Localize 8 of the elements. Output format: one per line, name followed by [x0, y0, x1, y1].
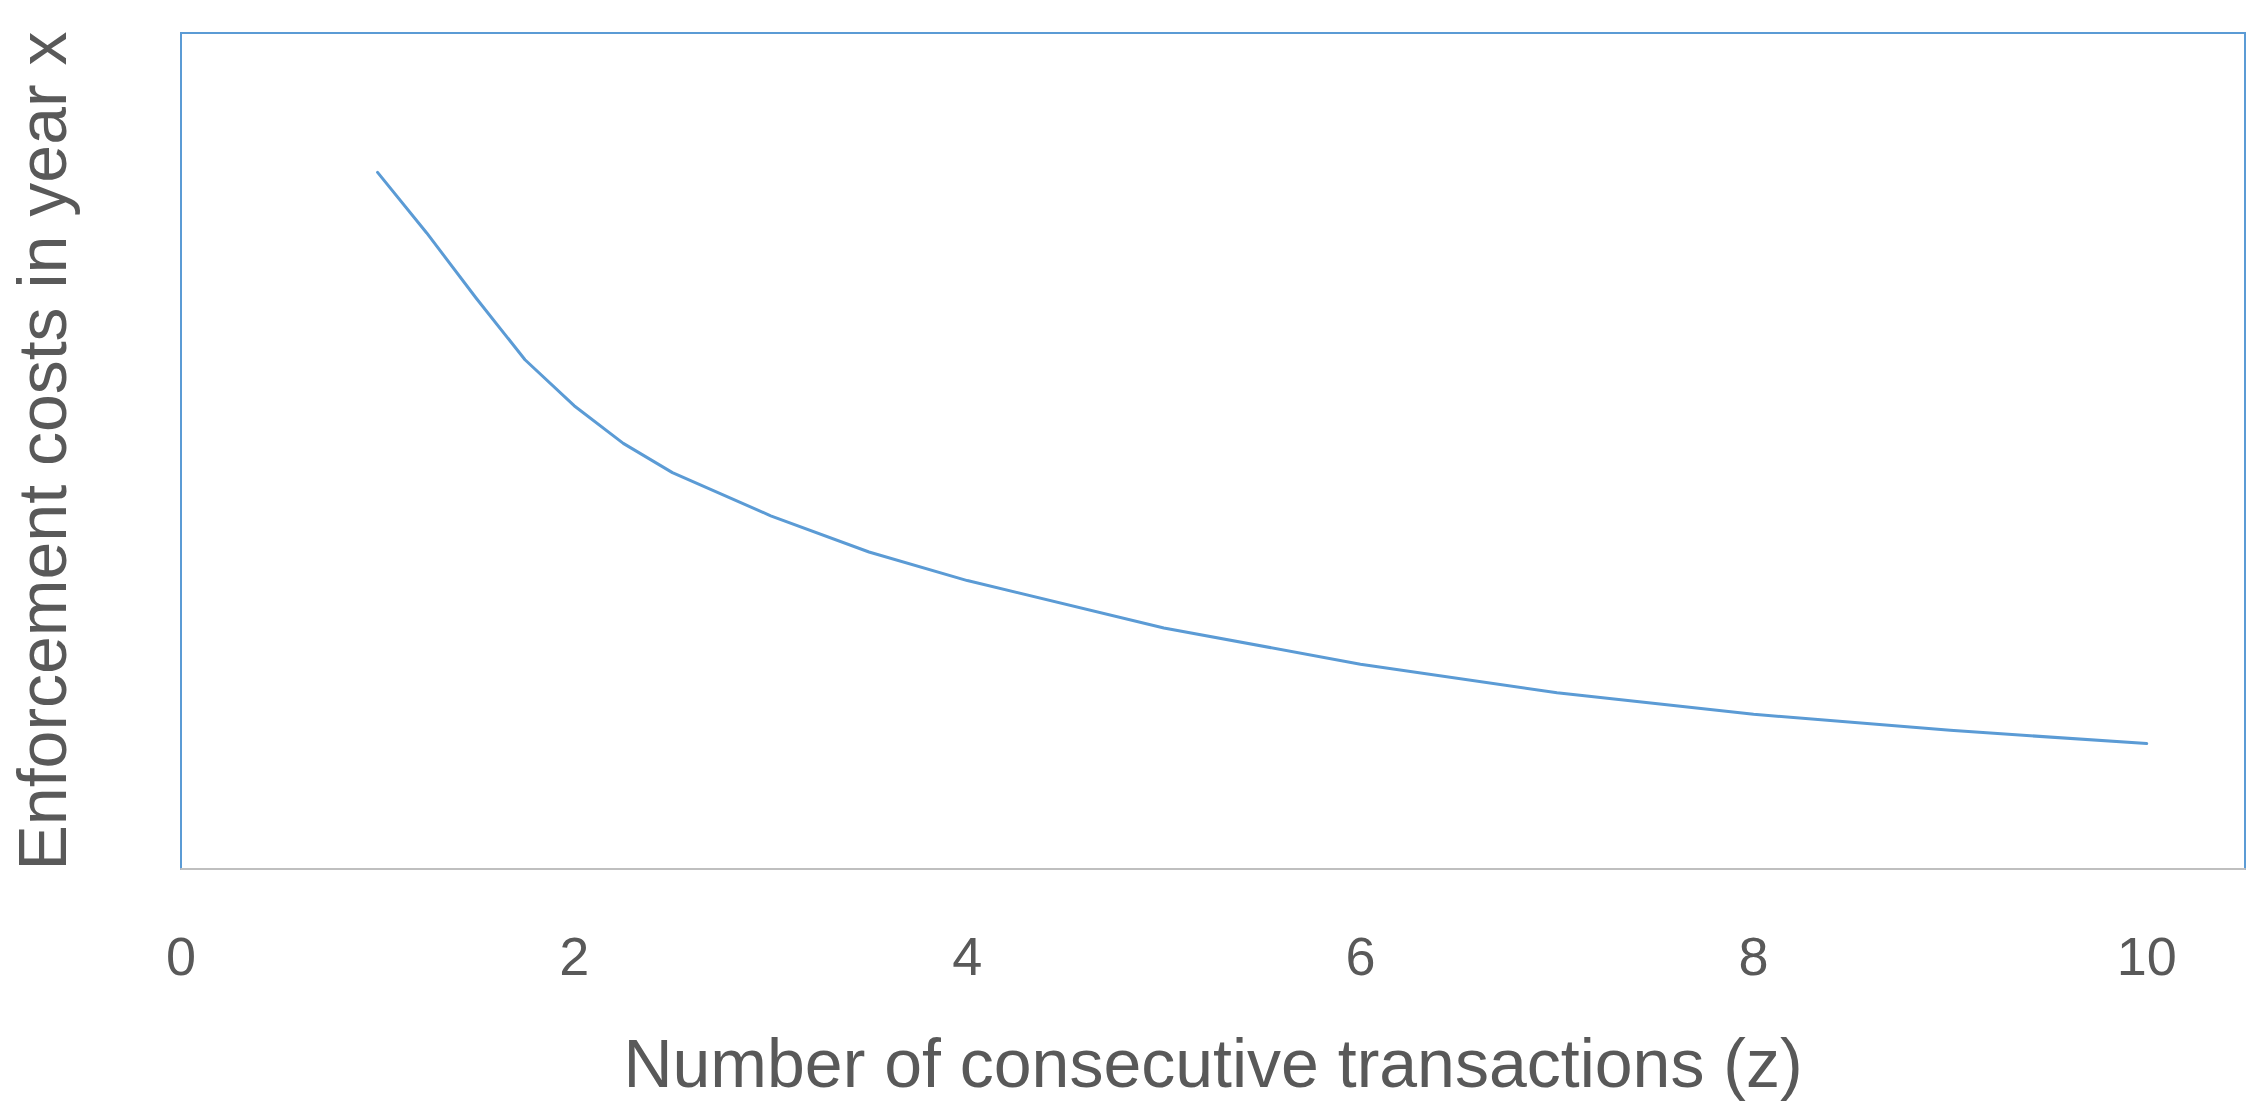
x-tick-label: 4: [952, 926, 983, 986]
x-axis-title: Number of consecutive transactions (z): [623, 1025, 1803, 1101]
x-tick-label: 10: [2116, 926, 2177, 986]
x-tick-label: 0: [165, 926, 197, 986]
x-tick-label: 8: [1738, 926, 1769, 986]
y-axis-title: Enforcement costs in year x: [4, 31, 80, 871]
x-tick-label: 2: [559, 926, 590, 986]
x-tick-label: 6: [1345, 926, 1376, 986]
